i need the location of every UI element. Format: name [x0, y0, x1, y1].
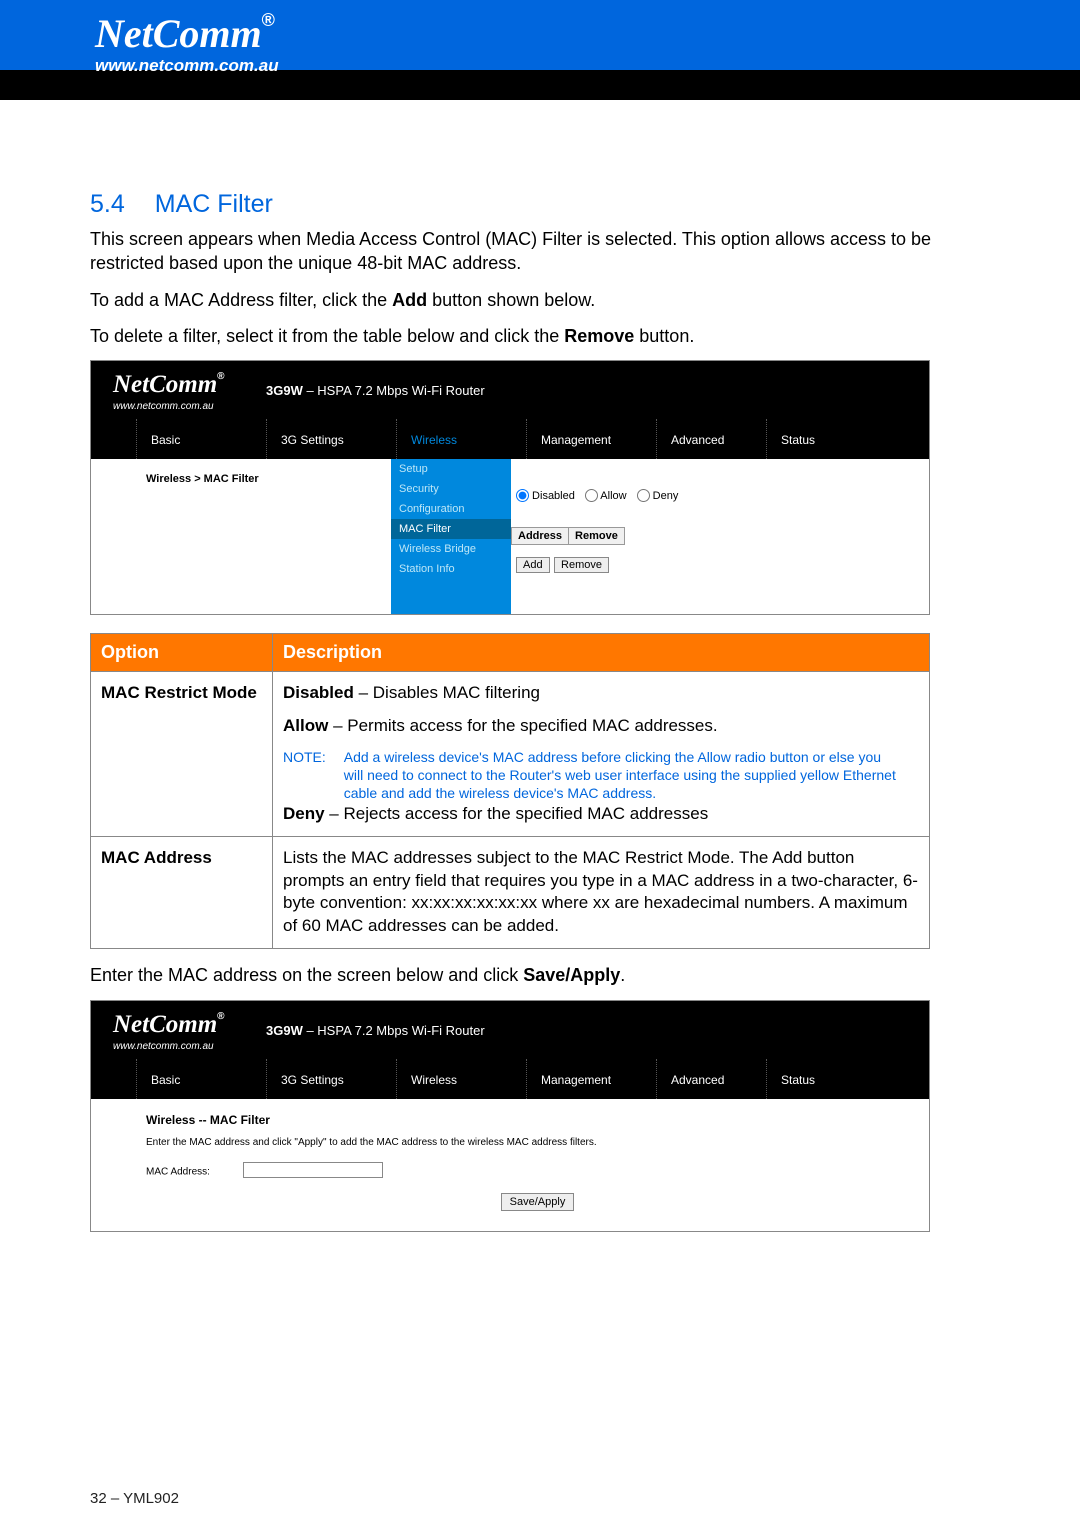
opt-row2-desc: Lists the MAC addresses subject to the M…: [273, 836, 930, 949]
submenu-item-security[interactable]: Security: [391, 479, 511, 499]
nav-tab-basic[interactable]: Basic: [136, 1059, 266, 1099]
router-submenu: SetupSecurityConfigurationMAC FilterWire…: [391, 459, 511, 614]
router-logo: NetComm®: [113, 371, 225, 399]
remove-button[interactable]: Remove: [554, 557, 609, 573]
nav-tab-management[interactable]: Management: [526, 1059, 656, 1099]
opt-row1-label: MAC Restrict Mode: [91, 672, 273, 836]
table-header-address: Address: [512, 528, 569, 545]
opt-header-description: Description: [273, 634, 930, 672]
nav-tab-advanced[interactable]: Advanced: [656, 1059, 766, 1099]
router-model-title: 3G9W – HSPA 7.2 Mbps Wi-Fi Router: [266, 383, 485, 398]
nav-tab-3g-settings[interactable]: 3G Settings: [266, 1059, 396, 1099]
router-model-title-2: 3G9W – HSPA 7.2 Mbps Wi-Fi Router: [266, 1023, 485, 1038]
para-save-apply: Enter the MAC address on the screen belo…: [90, 963, 990, 987]
submenu-item-station-info[interactable]: Station Info: [391, 559, 511, 579]
mac-address-row: MAC Address:: [146, 1162, 929, 1178]
note-label: NOTE:: [283, 748, 339, 767]
submenu-item-setup[interactable]: Setup: [391, 459, 511, 479]
nav-tab-wireless[interactable]: Wireless: [396, 1059, 526, 1099]
opt-row2-label: MAC Address: [91, 836, 273, 949]
submenu-item-configuration[interactable]: Configuration: [391, 499, 511, 519]
nav-tab-status[interactable]: Status: [766, 1059, 876, 1099]
router-nav-tabs-2: Basic3G SettingsWirelessManagementAdvanc…: [91, 1059, 929, 1099]
router-logo-url: www.netcomm.com.au: [113, 401, 214, 412]
logo-text: NetComm®: [95, 10, 275, 57]
table-header-remove: Remove: [569, 528, 625, 545]
opt-row1-desc: Disabled – Disables MAC filtering Allow …: [273, 672, 930, 836]
intro-para-3: To delete a filter, select it from the t…: [90, 324, 990, 348]
submenu-item-mac-filter[interactable]: MAC Filter: [391, 519, 511, 539]
option-description-table: Option Description MAC Restrict Mode Dis…: [90, 633, 930, 949]
nav-tab-status[interactable]: Status: [766, 419, 876, 459]
mac-restrict-radios: Disabled Allow Deny: [511, 489, 929, 502]
router-screenshot-1: NetComm® www.netcomm.com.au 3G9W – HSPA …: [90, 360, 930, 615]
save-apply-button[interactable]: Save/Apply: [501, 1193, 575, 1211]
mac-address-label: MAC Address:: [146, 1166, 210, 1177]
opt-header-option: Option: [91, 634, 273, 672]
add-button[interactable]: Add: [516, 557, 550, 573]
radio-deny[interactable]: Deny: [637, 490, 679, 502]
radio-allow[interactable]: Allow: [585, 490, 627, 502]
note-text: Add a wireless device's MAC address befo…: [344, 748, 904, 803]
page-footer: 32 – YML902: [90, 1490, 179, 1507]
nav-tab-wireless[interactable]: Wireless: [396, 419, 526, 459]
section-heading: 5.4MAC Filter: [90, 190, 990, 219]
mac-address-table: AddressRemove: [511, 527, 625, 545]
nav-tab-3g-settings[interactable]: 3G Settings: [266, 419, 396, 459]
radio-disabled[interactable]: Disabled: [516, 490, 575, 502]
submenu-item-wireless-bridge[interactable]: Wireless Bridge: [391, 539, 511, 559]
router-logo-2: NetComm®: [113, 1011, 225, 1039]
router-help-text: Enter the MAC address and click "Apply" …: [146, 1137, 929, 1148]
nav-tab-management[interactable]: Management: [526, 419, 656, 459]
page-header: NetComm® www.netcomm.com.au: [0, 0, 1080, 70]
router-breadcrumb: Wireless > MAC Filter: [91, 459, 391, 614]
router-screenshot-2: NetComm® www.netcomm.com.au 3G9W – HSPA …: [90, 1000, 930, 1232]
nav-tab-advanced[interactable]: Advanced: [656, 419, 766, 459]
logo-url: www.netcomm.com.au: [95, 56, 279, 76]
mac-address-input[interactable]: [243, 1162, 383, 1178]
intro-para-2: To add a MAC Address filter, click the A…: [90, 288, 990, 312]
router-logo-url-2: www.netcomm.com.au: [113, 1041, 214, 1052]
router-nav-tabs: Basic3G SettingsWirelessManagementAdvanc…: [91, 419, 929, 459]
intro-para-1: This screen appears when Media Access Co…: [90, 227, 990, 276]
router-breadcrumb-2: Wireless -- MAC Filter: [146, 1113, 929, 1127]
nav-tab-basic[interactable]: Basic: [136, 419, 266, 459]
